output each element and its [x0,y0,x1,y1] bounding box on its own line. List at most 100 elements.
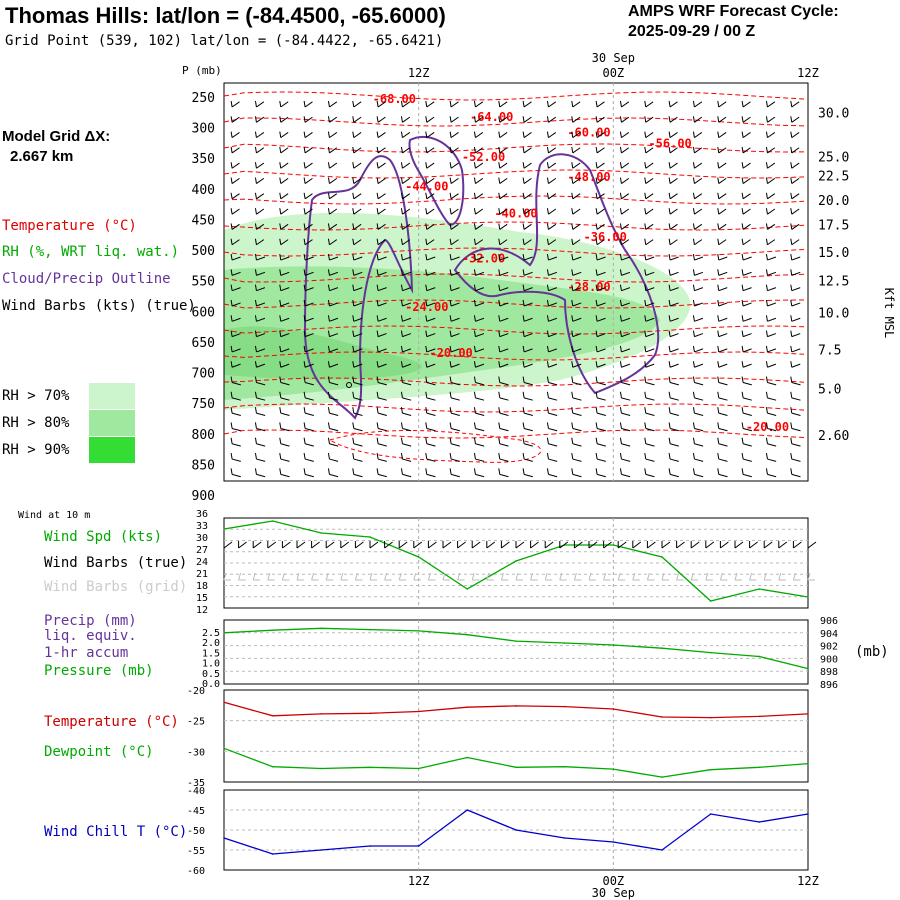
wind-barb-feather [668,422,671,429]
temperature-contour-line [223,273,805,283]
wind-barb-grid [515,572,519,581]
wind-barb-feather [279,345,282,353]
wind-barb [791,271,801,276]
wind-barb-feather [765,361,768,368]
wind-barb-feather [571,238,574,245]
wind-barb [329,116,338,123]
temperature-label: Temperature (°C) [44,714,179,730]
wind-barb-feather [230,437,233,444]
wind-barb [426,333,436,338]
temperature-contour-label: -48.00 [567,170,610,184]
wind-barb-feather [473,330,476,337]
wind-barb-feather [571,177,574,184]
wind-barb-feather [230,162,233,169]
wind-barb [548,427,558,432]
wind-barb [426,208,435,215]
wind-barb [596,302,606,307]
wind-barb [694,333,704,338]
wind-barb [377,287,387,292]
wind-barb-feather [425,361,428,368]
windchill-line-point [369,845,371,847]
wind-barb [304,223,313,230]
wind-barb-true [515,541,525,549]
wind-barb-feather [571,422,574,429]
wind-barb [548,256,558,261]
wind-barb [231,208,240,215]
wind-barb [596,333,606,338]
windchill-line-point [466,809,469,811]
wind-barb-feather [230,177,233,184]
top-date-label: 30 Sep [592,51,635,65]
wind-barb [767,348,777,353]
wind-barb-grid [311,572,315,581]
wind-barb [742,271,752,276]
wind-barb-grid [690,572,694,581]
wind-barb [231,147,240,154]
wind-barb [280,348,290,353]
wind-barb [280,256,290,261]
wind-barb [791,177,800,184]
wind-barb-feather [571,100,574,108]
wind-barb-feather [546,407,549,414]
wind-barb-feather [595,452,598,460]
wind-barb [231,162,240,169]
wind-barb [523,101,532,108]
wind-barb [256,443,266,447]
wind-barb [718,427,728,432]
wind-barb [304,177,313,184]
wind-barb [499,223,508,230]
model-grid-value: 2.667 km [10,148,74,165]
wind-barb [791,333,801,338]
pressure-line [223,627,809,670]
wind-barb-feather [571,162,574,169]
wind-barb [450,271,460,276]
wind-barb-feather [425,468,428,475]
wind-barb [621,302,631,307]
wind-barb [329,101,338,108]
kft-axis-title: Kft MSL [882,288,896,339]
wind-barb-feather [668,269,671,276]
wind-barb-true [661,541,671,549]
wind-barb-feather [717,376,720,383]
wind-barb-feather [254,299,257,307]
wind-barb-feather [303,452,306,460]
wind-barb [256,132,265,139]
wind-barb-feather [765,422,768,429]
wind-barb [742,177,751,184]
wind-barb [280,147,289,154]
wind-barb-feather [473,238,476,245]
wind-barb [548,473,558,478]
wind-barb [402,317,412,322]
wind-barb-feather [230,468,233,475]
wind-barb [256,239,265,246]
wind-barb-feather [473,376,476,383]
wind-barb-feather [279,208,282,215]
wind-barb [767,101,776,108]
wind-barb [572,101,581,108]
temperature-contour-label: -52.00 [462,150,505,164]
wind-barb-feather [352,146,355,154]
wind-barb-feather [522,116,525,123]
wind-barb [669,333,679,338]
temperature-contour-line [223,299,805,309]
wind-barb-feather [741,330,744,337]
wind-barb-feather [400,330,403,337]
wind-barb-feather [644,391,647,398]
wind-speed-label: Wind Spd (kts) [44,529,163,545]
wind-barb [523,397,533,401]
wind-barb-grid [705,572,709,581]
wind-barb-true [763,541,773,549]
wind-barb [742,193,751,200]
kft-tick-label: 30.0 [818,106,849,121]
wind-barb-feather [692,162,695,169]
wind-barb-grid [632,572,636,581]
wind-barb-feather [425,100,428,108]
wind-barb [377,333,387,338]
wind-barb-feather [230,407,233,414]
wind-barb-true [690,541,700,549]
wind-barb-feather [352,422,355,429]
wind-barb [523,473,533,478]
wind-barb-feather [668,407,671,414]
wind-barb-feather [619,131,622,138]
wind-barb-feather [571,299,574,307]
